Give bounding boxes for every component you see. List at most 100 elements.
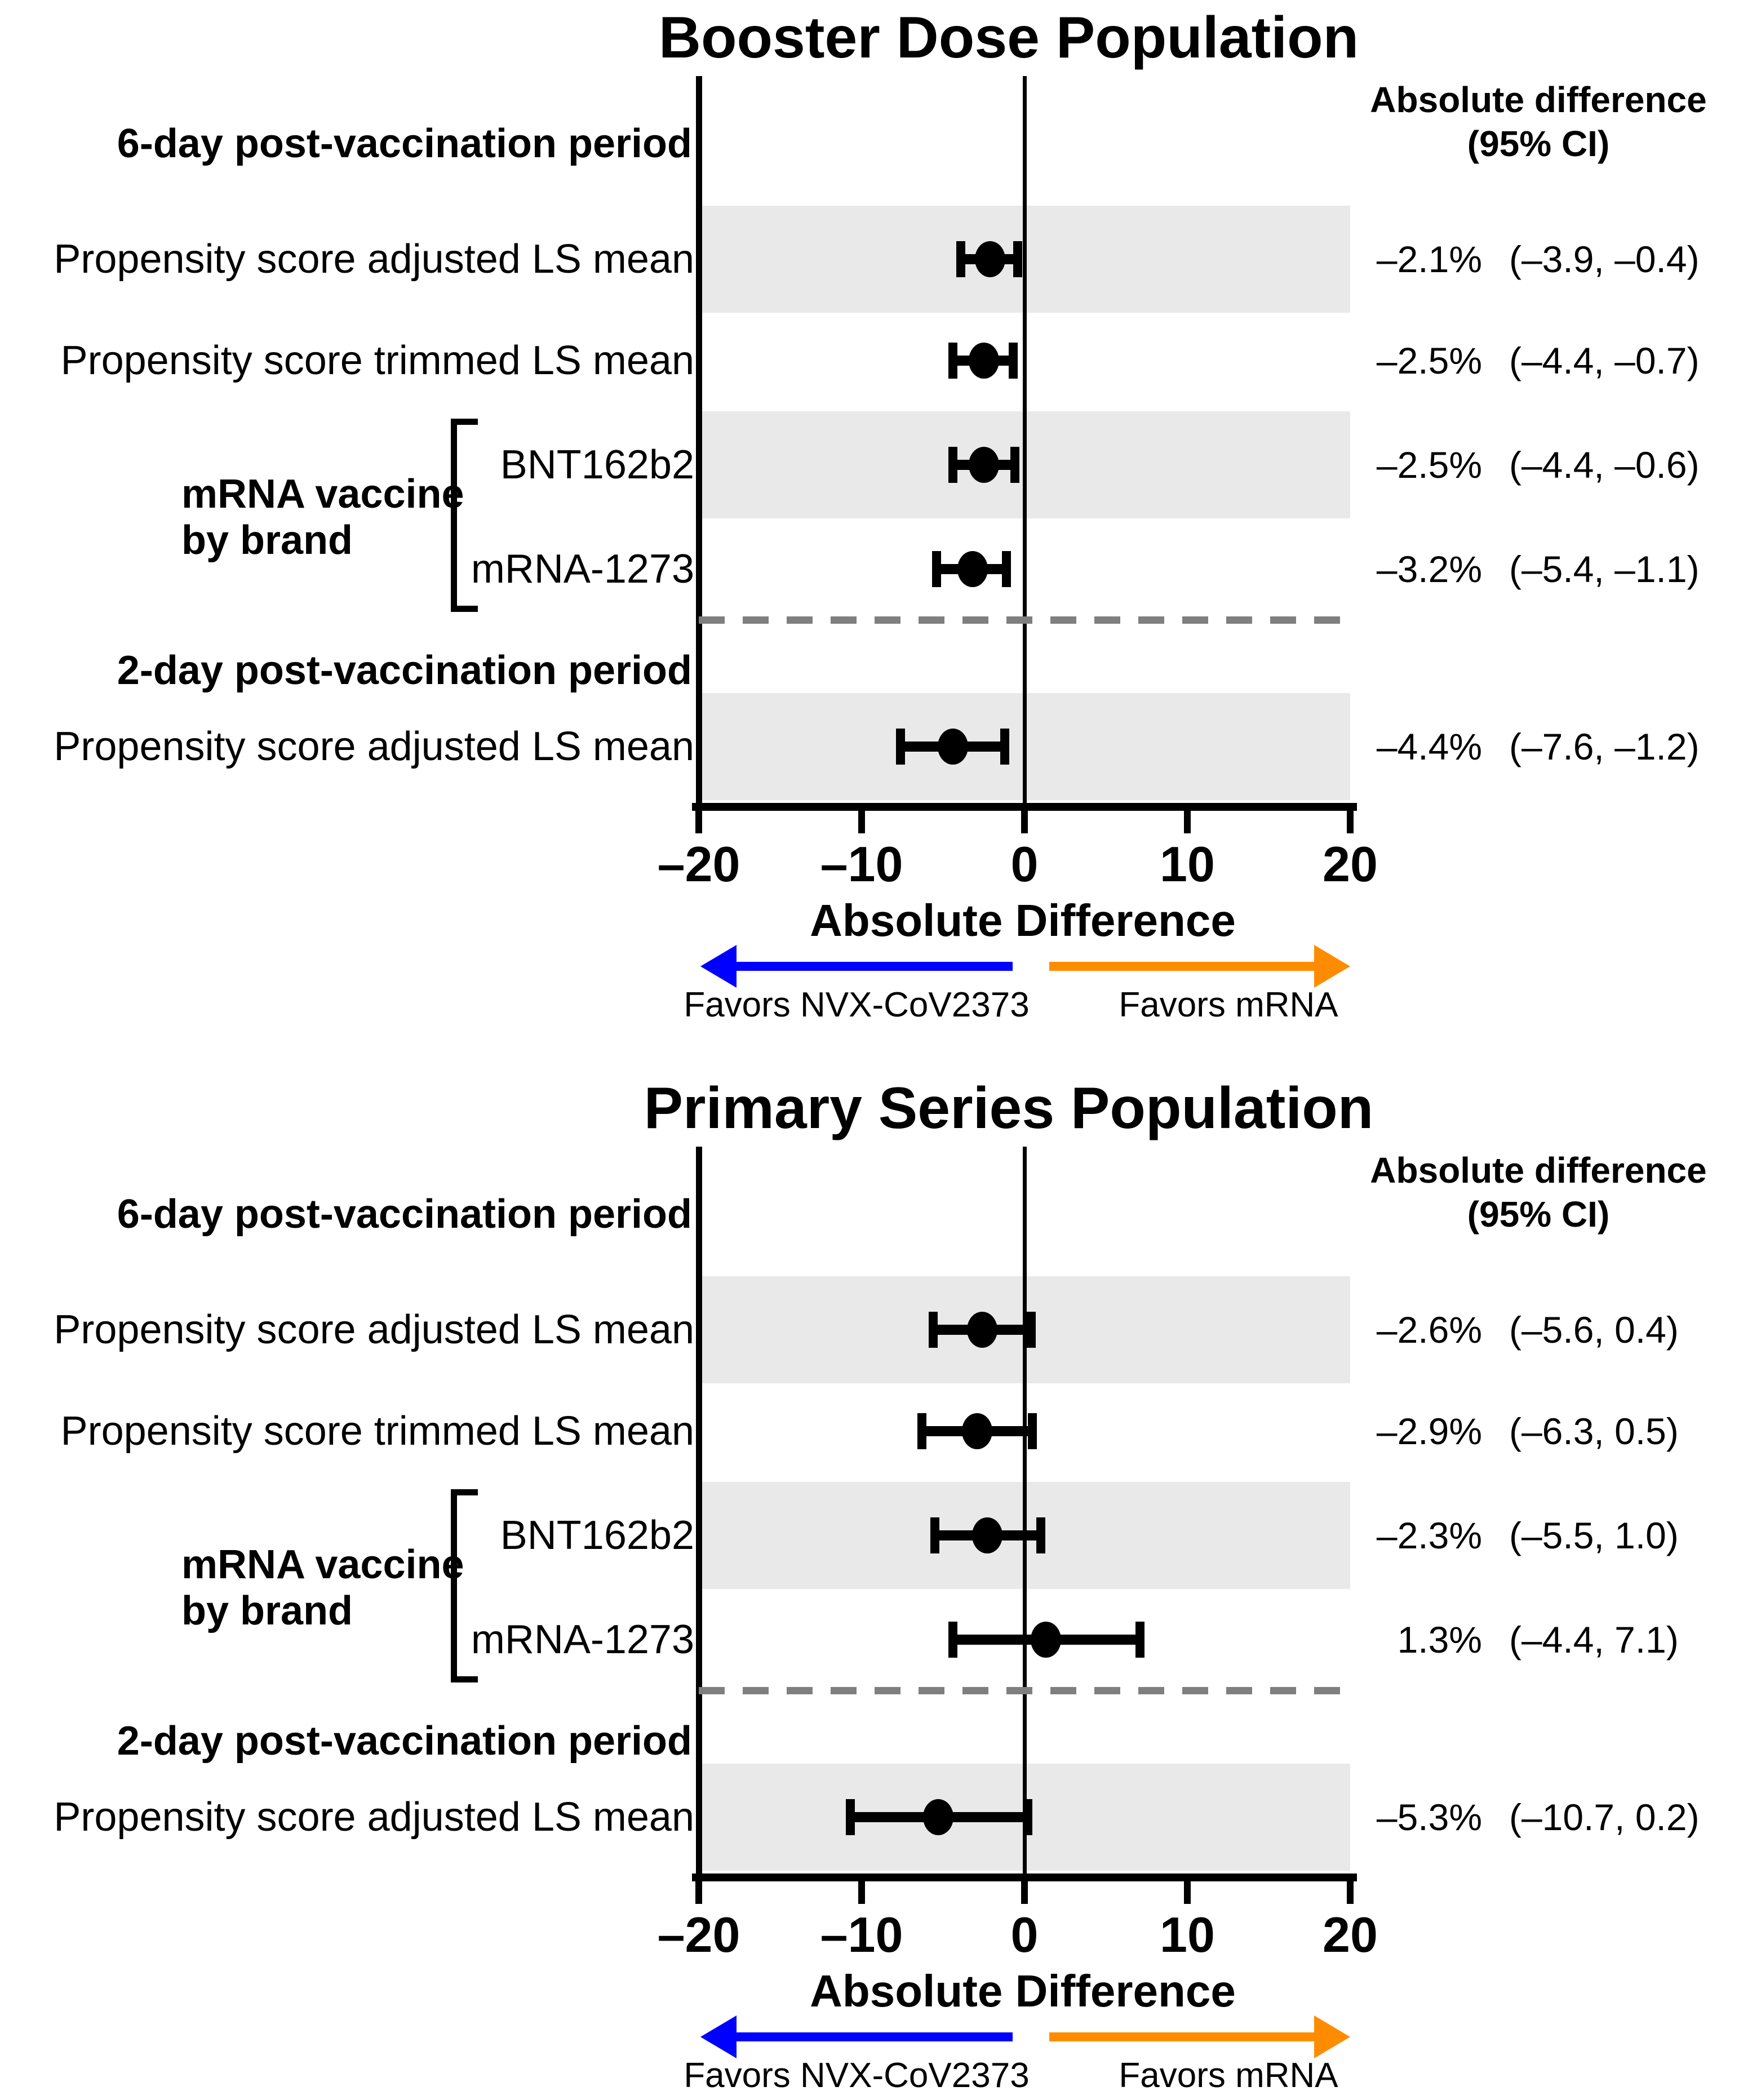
group-label-line: by brand — [181, 517, 353, 563]
favors-left-arrow — [735, 962, 1013, 971]
axis-tick — [1347, 1880, 1354, 1904]
right-header-line2: (95% CI) — [1467, 123, 1610, 164]
panel-title: Primary Series Population — [644, 1076, 1374, 1141]
ci-cap-left — [896, 729, 906, 765]
section-header: 2-day post-vaccination period — [117, 648, 692, 693]
row-label: Propensity score adjusted LS mean — [54, 724, 694, 769]
tick-label: –10 — [820, 1907, 903, 1963]
dashed-divider — [699, 616, 1350, 624]
ci-cap-right — [1026, 1312, 1036, 1348]
point-estimate — [1030, 1622, 1061, 1658]
ci-cap-left — [948, 1622, 957, 1658]
difference-value: –4.4% — [1376, 726, 1482, 767]
plot-area: –20 –10 0 10 20 6-day post-vaccination period… — [54, 76, 1700, 892]
ci-cap-left — [845, 1799, 855, 1835]
favors-right-arrow — [1049, 962, 1314, 971]
favors-left-arrowhead-icon — [700, 2015, 737, 2058]
point-estimate — [962, 1413, 993, 1449]
confidence-interval: (–10.7, 0.2) — [1509, 1796, 1700, 1838]
axis-tick — [858, 810, 865, 833]
group-bracket — [451, 1489, 457, 1682]
right-column-header: Absolute difference (95% CI) — [1347, 1148, 1730, 1236]
x-axis-line — [692, 1873, 1357, 1881]
difference-value: –2.5% — [1376, 444, 1482, 486]
right-header-line1: Absolute difference — [1370, 1150, 1707, 1191]
plot-left-border — [696, 76, 702, 810]
axis-tick — [858, 1880, 865, 1904]
ci-cap-left — [948, 447, 957, 483]
zero-reference-line — [1022, 76, 1027, 810]
ci-cap-right — [1023, 1799, 1032, 1835]
ci-cap-right — [1135, 1622, 1145, 1658]
panel-title: Booster Dose Population — [658, 5, 1359, 70]
tick-label: 0 — [1010, 836, 1039, 892]
ci-cap-left — [956, 241, 966, 277]
ci-cap-left — [948, 343, 957, 379]
difference-value: –3.2% — [1376, 548, 1482, 590]
ci-cap-right — [1000, 729, 1010, 765]
confidence-interval: (–4.4, –0.7) — [1509, 340, 1700, 381]
confidence-interval: (–5.5, 1.0) — [1509, 1515, 1679, 1556]
difference-value: 1.3% — [1397, 1619, 1482, 1661]
zero-reference-line — [1022, 1147, 1027, 1880]
ci-cap-right — [1028, 1413, 1037, 1449]
point-estimate — [968, 343, 999, 379]
difference-value: –2.5% — [1376, 340, 1482, 381]
plot-left-border — [696, 1147, 702, 1880]
right-column-header: Absolute difference (95% CI) — [1347, 78, 1730, 166]
x-axis-label: Absolute Difference — [810, 895, 1236, 945]
favors-right-arrow — [1049, 2032, 1314, 2041]
row-label: BNT162b2 — [500, 442, 694, 487]
plot-area: –20 –10 0 10 20 6-day post-vaccination period… — [0, 1071, 1739, 2100]
ci-cap-right — [1036, 1517, 1045, 1553]
section-header: 6-day post-vaccination period — [117, 1192, 692, 1237]
axis-tick — [1347, 810, 1354, 833]
point-estimate — [968, 447, 999, 483]
favors-right-label: Favors mRNA — [1119, 2056, 1338, 2095]
section-header: 6-day post-vaccination period — [117, 121, 692, 166]
confidence-interval: (–6.3, 0.5) — [1509, 1410, 1679, 1452]
tick-label: 10 — [1160, 1907, 1215, 1963]
confidence-interval: (–7.6, –1.2) — [1509, 726, 1700, 767]
point-estimate — [937, 729, 968, 765]
ci-cap-left — [917, 1413, 926, 1449]
ci-cap-left — [930, 1517, 940, 1553]
right-header-line1: Absolute difference — [1370, 79, 1707, 120]
group-label-line: mRNA vaccine — [181, 1542, 464, 1587]
ci-cap-right — [1010, 447, 1019, 483]
dashed-divider — [699, 1687, 1350, 1694]
favors-left-arrow — [735, 2032, 1013, 2041]
axis-tick — [1184, 810, 1191, 833]
difference-value: –2.1% — [1376, 238, 1482, 280]
row-label: mRNA-1273 — [471, 1617, 694, 1662]
right-header-line2: (95% CI) — [1467, 1194, 1610, 1235]
tick-label: –20 — [657, 1907, 740, 1963]
ci-cap-right — [1008, 343, 1018, 379]
confidence-interval: (–4.4, 7.1) — [1509, 1619, 1679, 1661]
tick-label: 10 — [1160, 836, 1215, 892]
axis-tick — [1021, 1880, 1028, 1904]
ci-cap-right — [1013, 241, 1023, 277]
group-bracket — [451, 419, 457, 612]
group-label: mRNA vaccine by brand — [181, 471, 464, 563]
group-label: mRNA vaccine by brand — [181, 1542, 464, 1634]
confidence-interval: (–3.9, –0.4) — [1509, 238, 1700, 280]
favors-left-arrowhead-icon — [700, 945, 737, 988]
confidence-interval: (–4.4, –0.6) — [1509, 444, 1700, 486]
axis-tick — [695, 810, 702, 833]
ci-cap-right — [1002, 551, 1012, 587]
point-estimate — [922, 1799, 953, 1835]
group-bracket-bottom-tick — [451, 1676, 478, 1682]
tick-label: 20 — [1323, 836, 1378, 892]
group-bracket-top-tick — [451, 419, 478, 425]
axis-tick — [695, 1880, 702, 1904]
section-header: 2-day post-vaccination period — [117, 1719, 692, 1764]
booster-dose-panel: Booster Dose Population Absolute differe… — [54, 5, 1730, 1024]
favors-left-label: Favors NVX-CoV2373 — [684, 2056, 1030, 2095]
group-bracket-top-tick — [451, 1489, 478, 1495]
difference-value: –2.6% — [1376, 1309, 1482, 1351]
ci-cap-left — [929, 1312, 938, 1348]
confidence-interval: (–5.4, –1.1) — [1509, 548, 1700, 590]
point-estimate — [975, 241, 1006, 277]
